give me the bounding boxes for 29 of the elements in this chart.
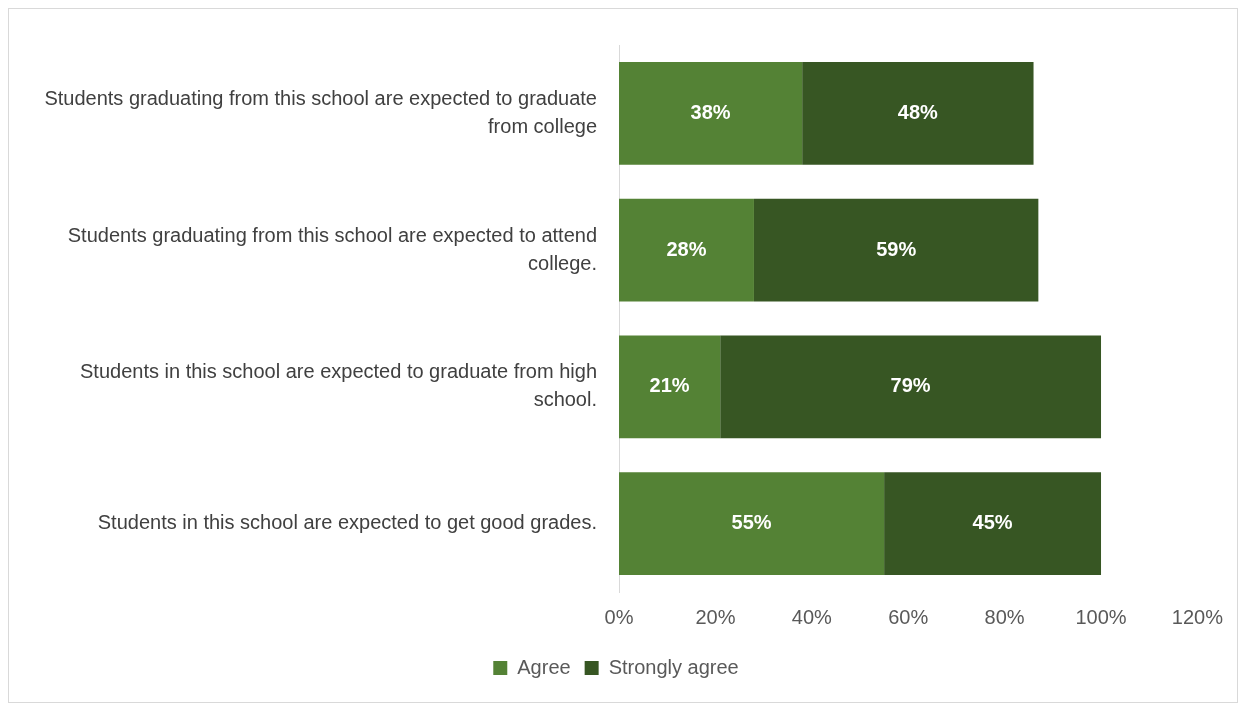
- bar: [720, 335, 1102, 439]
- x-tick-label: 20%: [695, 605, 736, 628]
- y-tick-label: Students in this school are expected to get good grades.: [97, 511, 597, 534]
- x-tick-label: 0%: [604, 605, 634, 628]
- bar: [802, 62, 1034, 165]
- y-tick-label: Students graduating from this school are expected to graduate from college: [44, 86, 597, 137]
- data-label: 21%: [649, 374, 690, 397]
- bar: [619, 198, 754, 302]
- bar: [619, 472, 885, 575]
- bar: [753, 198, 1039, 302]
- data-label: 38%: [690, 100, 731, 123]
- y-tick-label: Students in this school are expected to graduate from high school.: [80, 360, 597, 411]
- bar: [884, 472, 1102, 575]
- legend-label: Agree: [517, 655, 571, 678]
- legend-label: Strongly agree: [608, 655, 739, 678]
- bar: [619, 62, 803, 165]
- x-tick-label: 60%: [888, 605, 929, 628]
- x-tick-label: 80%: [984, 605, 1025, 628]
- x-tick-label: 40%: [791, 605, 833, 628]
- data-label: 79%: [890, 374, 931, 397]
- y-tick-label: Students graduating from this school are expected to attend college.: [67, 223, 597, 274]
- x-tick-label: 120%: [1171, 605, 1224, 628]
- data-label: 45%: [972, 511, 1013, 534]
- data-label: 28%: [666, 237, 707, 260]
- bar: [619, 335, 721, 439]
- data-label: 48%: [897, 100, 939, 123]
- data-label: 55%: [731, 511, 772, 534]
- x-tick-label: 100%: [1075, 605, 1127, 628]
- data-label: 59%: [876, 237, 917, 260]
